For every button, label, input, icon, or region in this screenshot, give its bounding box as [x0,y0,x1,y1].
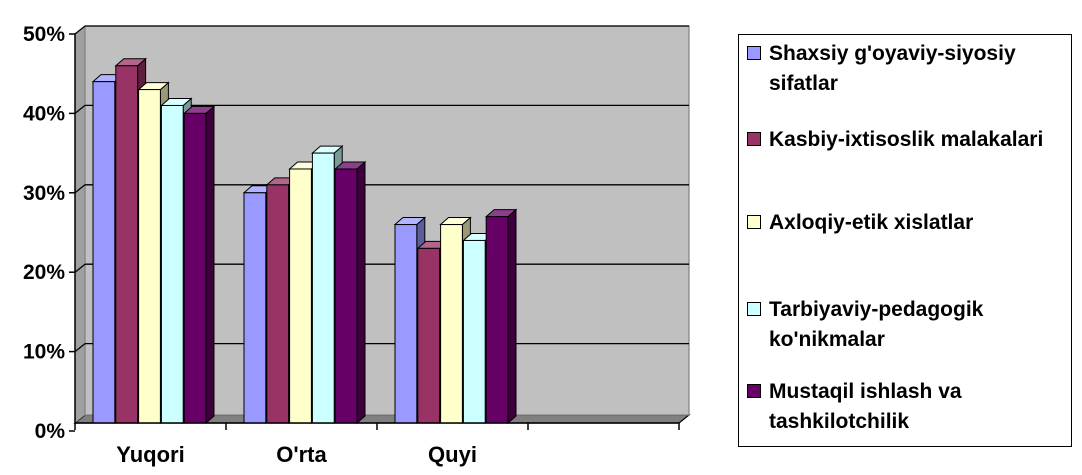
gridline-side [74,184,86,194]
bar [138,89,161,424]
y-tick-label: 30% [23,182,65,205]
legend-swatch-2 [747,132,761,146]
legend-label-5: Mustaqil ishlash va tashkilotchilik [769,380,962,433]
legend-swatch-5 [747,384,761,398]
bar-side [507,208,517,425]
gridline-side [74,25,86,35]
bar [289,168,312,424]
bar [417,247,441,424]
bar [115,65,139,424]
y-tick-label: 0% [35,420,66,443]
legend-label-1: Shaxsiy g'oyaviy-siyosiy sifatlar [769,42,1016,95]
legend-label-2: Kasbiy-ixtisoslik malakalari [769,128,1044,151]
y-tick-label: 40% [23,102,65,125]
bar [394,224,418,424]
x-tick-label: O'rta [276,442,327,467]
bar [243,192,267,424]
bar [311,152,335,424]
bar [485,216,509,424]
y-tick-label: 20% [23,261,65,284]
bar [183,112,207,424]
x-tick-label: Yuqori [116,442,184,467]
plot-side-wall [75,26,85,423]
gridline-side [74,104,86,114]
y-tick-label: 10% [23,341,65,364]
bar [440,224,463,424]
legend-swatch-3 [747,215,761,229]
legend: Shaxsiy g'oyaviy-siyosiy sifatlar Kasbiy… [738,34,1072,447]
legend-swatch-4 [747,302,761,316]
legend-label-3: Axloqiy-etik xislatlar [769,211,974,234]
gridline-side [74,343,86,353]
bar [266,184,290,424]
legend-label-4: Tarbiyaviy-pedagogik ko'nikmalar [769,298,984,351]
gridline-side [74,263,86,273]
x-tick-label: Quyi [428,442,477,467]
bar [334,168,358,424]
y-tick-label: 50% [23,23,65,46]
bar [160,104,184,424]
bar [462,239,486,424]
bar-side [205,105,215,425]
bar [92,81,116,424]
legend-swatch-1 [747,46,761,60]
bar-side [356,160,366,425]
